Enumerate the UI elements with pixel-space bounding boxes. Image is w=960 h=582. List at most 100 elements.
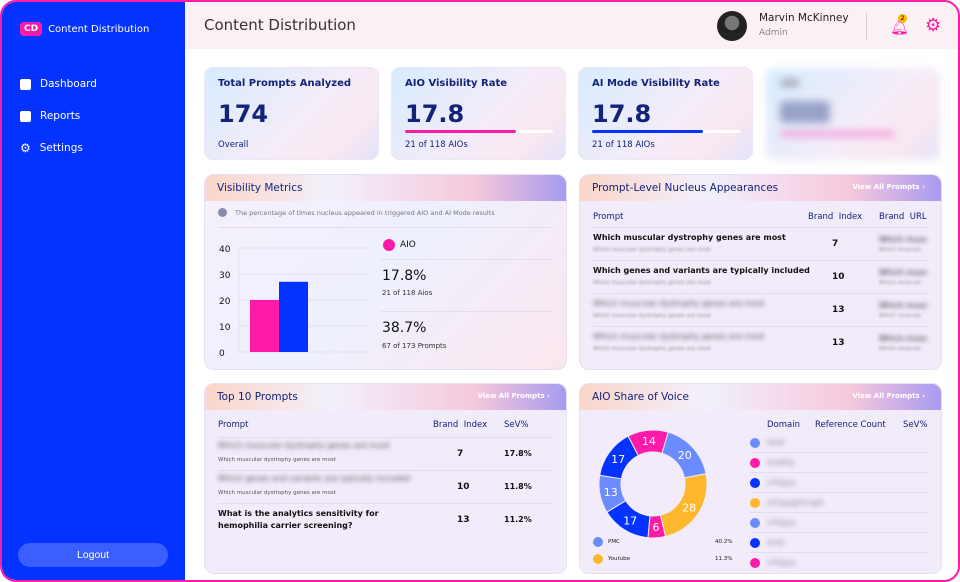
legend-label: AIO [400,240,416,250]
domain-color-dot [750,478,760,488]
bar-chart: 0 10 20 30 40 [219,245,368,359]
brand-index: 7 [457,449,464,459]
donut-segment-label: 20 [678,449,692,462]
stat-value: 174 [218,100,269,128]
logo-text: Content Distribution [48,23,150,35]
domain-color-dot [750,558,760,568]
brand-index: 10 [832,272,845,282]
divider [381,311,552,312]
stat-card-aio-visibility: AIO Visibility Rate 17.8 21 of 118 AIOs [391,67,566,160]
logout-button[interactable]: Logout [18,543,168,567]
donut-segment-label: 6 [652,521,659,534]
row-divider [750,452,928,453]
page-title: Content Distribution [204,16,356,34]
stat-value: 17.8 [405,100,465,128]
user-role: Admin [759,28,788,38]
sidebar-item-dashboard[interactable]: Dashboard [20,68,97,100]
legend-dot [593,554,603,564]
donut-segment [599,435,639,480]
prompt-sub: Which muscular dystrophy genes are most [218,457,336,463]
view-all-prompts-link[interactable]: View All Prompts › [852,183,925,191]
sidebar-item-settings[interactable]: ⚙ Settings [20,132,97,164]
user-name: Marvin McKinney [759,12,849,24]
row-divider [750,532,928,533]
nucleus-appearances-panel: Prompt-Level Nucleus Appearances View All… [579,174,942,370]
sidebar-item-label: Reports [40,110,81,122]
stat-value: 17.8 [592,100,652,128]
view-all-prompts-link[interactable]: View All Prompts › [852,392,925,400]
y-tick-label: 40 [219,245,231,255]
sidebar-item-reports[interactable]: Reports [20,100,97,132]
logo: CD Content Distribution [20,22,149,36]
sev-value: 11.2% [504,515,532,524]
progress-bar [592,130,740,133]
domain-name: lorelity [767,458,795,467]
column-header: Domain [767,420,800,430]
row-divider [750,512,928,513]
divider [218,227,553,228]
legend-dot [383,239,395,251]
gear-icon: ⚙ [20,141,31,155]
stat-card-ai-mode-visibility: AI Mode Visibility Rate 17.8 21 of 118 A… [578,67,753,160]
column-header: Reference Count [815,420,886,430]
column-header: SeV% [504,420,529,430]
row-divider [218,437,553,438]
brand-url-sub: Which musculo [879,247,921,253]
report-icon [20,110,31,122]
donut-segment-label: 14 [642,435,656,448]
bar [250,300,279,352]
y-tick-label: 30 [219,271,231,281]
stat-title: Total Prompts Analyzed [218,78,352,89]
divider [381,259,552,260]
brand-url[interactable]: Which musc [879,301,928,310]
stat-sub: Overall [218,140,249,150]
progress-bar [405,130,553,133]
prompt-sub: Which muscular dystrophy genes are most [593,280,711,286]
divider [866,12,867,40]
panel-header: AIO Share of Voice View All Prompts › [580,384,941,410]
domain-color-dot [750,538,760,548]
top-prompts-panel: Top 10 Prompts View All Prompts › Prompt … [204,383,567,574]
row-divider [218,503,553,504]
brand-index: 13 [457,515,470,525]
brand-url[interactable]: Which musc [879,235,928,244]
row-divider [750,492,928,493]
domain-color-dot [750,438,760,448]
avatar[interactable] [717,11,747,41]
domain-name: lorel [767,438,785,447]
visibility-metrics-panel: Visibility Metrics The percentage of tim… [204,174,567,370]
brand-url[interactable]: Which musc [879,334,928,343]
prompt-text: Which muscular dystrophy genes are most [593,233,786,242]
logo-badge: CD [20,22,43,36]
panel-note: The percentage of times nucleus appeared… [235,209,495,217]
sev-value: 11.8% [504,482,532,491]
legend-value: 11.3% [715,556,733,562]
sidebar-item-label: Dashboard [40,78,97,90]
y-tick-label: 20 [219,297,231,307]
gear-icon[interactable]: ⚙ [925,15,942,36]
stat-title: AI Mode Visibility Rate [592,78,720,89]
blurred-title [780,79,800,87]
column-header: Brand Index [808,212,863,222]
prompt-text: Which muscular dystrophy genes are most [593,299,765,308]
brand-url-sub: Which musculo [879,280,921,286]
brand-url[interactable]: Which musc [879,268,928,277]
donut-segment-label: 17 [611,453,625,466]
row-divider [593,293,928,294]
metric-sub: 21 of 118 Aios [382,289,433,297]
row-divider [750,552,928,553]
row-divider [750,472,928,473]
view-all-prompts-link[interactable]: View All Prompts › [477,392,550,400]
bar [279,281,308,352]
prompt-text: Which muscular dystrophy genes are most [218,441,390,450]
legend-value: 40.2% [715,539,733,545]
legend-label: PMC [608,539,620,545]
panel-header: Prompt-Level Nucleus Appearances View All… [580,175,941,201]
column-header: Prompt [593,212,624,222]
prompt-sub: Which muscular dystrophy genes are most [218,490,336,496]
share-of-voice-panel: AIO Share of Voice View All Prompts › 14 2… [579,383,942,574]
stat-title: AIO Visibility Rate [405,78,508,89]
domain-name: lorel [767,538,785,547]
dashboard-icon [20,78,31,90]
